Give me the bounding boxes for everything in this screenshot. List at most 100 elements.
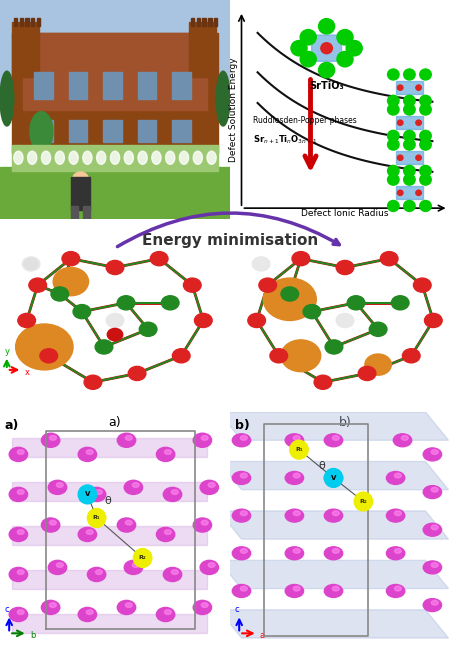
Bar <box>0 167 230 219</box>
Circle shape <box>325 340 342 354</box>
Text: Sr$_{n+1}$Ti$_n$O$_{3n+1}$: Sr$_{n+1}$Ti$_n$O$_{3n+1}$ <box>252 134 317 146</box>
Ellipse shape <box>125 436 132 440</box>
Circle shape <box>117 296 134 310</box>
Ellipse shape <box>285 547 303 560</box>
Circle shape <box>403 139 414 150</box>
Ellipse shape <box>41 600 60 615</box>
Ellipse shape <box>431 450 437 455</box>
Circle shape <box>419 201 431 211</box>
Circle shape <box>386 69 398 80</box>
Ellipse shape <box>87 487 106 502</box>
Ellipse shape <box>41 518 60 532</box>
Text: a: a <box>259 631 264 640</box>
Ellipse shape <box>324 472 342 485</box>
Circle shape <box>424 313 441 328</box>
Circle shape <box>53 267 88 296</box>
Circle shape <box>419 174 431 185</box>
Circle shape <box>358 366 375 381</box>
Circle shape <box>397 85 402 90</box>
Circle shape <box>16 324 73 370</box>
Text: a): a) <box>108 416 121 429</box>
Ellipse shape <box>293 586 300 591</box>
Ellipse shape <box>95 490 102 494</box>
Bar <box>11 22 39 77</box>
Polygon shape <box>218 560 448 589</box>
Ellipse shape <box>14 151 23 164</box>
Ellipse shape <box>208 562 215 568</box>
Circle shape <box>128 366 146 381</box>
Ellipse shape <box>110 151 119 164</box>
Bar <box>103 73 122 99</box>
Circle shape <box>345 41 362 56</box>
Ellipse shape <box>28 151 37 164</box>
Circle shape <box>290 41 307 56</box>
Ellipse shape <box>422 523 441 536</box>
Ellipse shape <box>171 490 178 494</box>
Ellipse shape <box>156 447 174 462</box>
Ellipse shape <box>422 561 441 574</box>
Ellipse shape <box>386 585 404 598</box>
Ellipse shape <box>171 570 178 574</box>
Ellipse shape <box>73 172 88 187</box>
Ellipse shape <box>30 112 53 151</box>
Bar <box>138 120 156 143</box>
Circle shape <box>22 257 40 271</box>
Circle shape <box>87 509 106 527</box>
FancyBboxPatch shape <box>395 151 422 164</box>
Ellipse shape <box>207 151 216 164</box>
Ellipse shape <box>285 585 303 598</box>
Ellipse shape <box>386 472 404 485</box>
Ellipse shape <box>78 447 96 462</box>
Ellipse shape <box>117 433 135 447</box>
Bar <box>172 120 190 143</box>
Circle shape <box>172 349 190 363</box>
Circle shape <box>415 190 420 196</box>
Ellipse shape <box>163 487 181 502</box>
Ellipse shape <box>9 487 28 502</box>
Ellipse shape <box>200 480 218 494</box>
Ellipse shape <box>400 436 408 440</box>
Text: x: x <box>24 368 29 377</box>
Ellipse shape <box>431 525 437 530</box>
Ellipse shape <box>285 434 303 447</box>
Bar <box>19 18 23 26</box>
Circle shape <box>397 190 402 196</box>
Ellipse shape <box>240 586 247 591</box>
Text: V: V <box>84 491 90 498</box>
Circle shape <box>133 549 151 568</box>
Ellipse shape <box>324 547 342 560</box>
Circle shape <box>302 305 320 318</box>
Circle shape <box>78 485 96 504</box>
Ellipse shape <box>293 436 300 440</box>
Bar <box>23 33 207 109</box>
Circle shape <box>258 278 276 292</box>
Circle shape <box>183 278 201 292</box>
Ellipse shape <box>86 450 93 455</box>
Bar <box>11 145 218 171</box>
FancyBboxPatch shape <box>11 526 207 545</box>
Ellipse shape <box>331 436 339 440</box>
Text: b: b <box>30 631 35 640</box>
Bar <box>71 206 78 219</box>
Circle shape <box>106 313 123 328</box>
Ellipse shape <box>17 530 24 534</box>
Ellipse shape <box>125 521 132 525</box>
Ellipse shape <box>394 473 401 478</box>
Circle shape <box>415 120 420 126</box>
Ellipse shape <box>201 521 208 525</box>
Ellipse shape <box>78 608 96 621</box>
Ellipse shape <box>422 485 441 498</box>
Text: V: V <box>330 475 336 481</box>
Ellipse shape <box>232 547 250 560</box>
Bar <box>14 18 17 26</box>
Bar <box>190 18 194 26</box>
Circle shape <box>386 174 398 185</box>
Circle shape <box>386 104 398 115</box>
Circle shape <box>62 252 79 266</box>
Ellipse shape <box>232 434 250 447</box>
Circle shape <box>313 375 331 389</box>
Ellipse shape <box>386 509 404 522</box>
Ellipse shape <box>17 450 24 455</box>
Circle shape <box>403 201 414 211</box>
Circle shape <box>299 52 316 67</box>
